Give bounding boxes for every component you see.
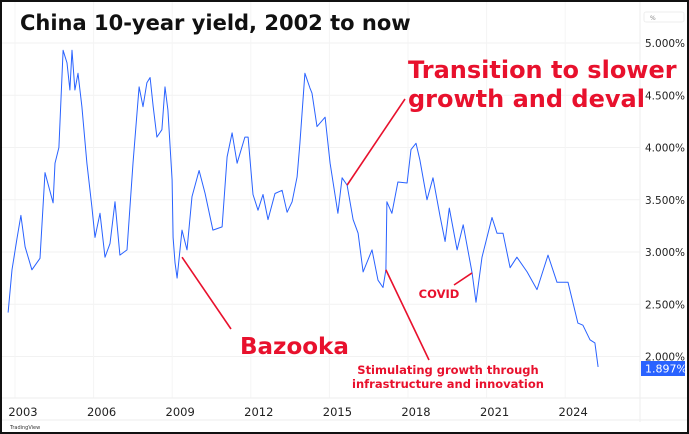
x-axis[interactable]: 2003 2006 2009 2012 2015 2018 2021 2024 [8,405,587,419]
annotation-text: growth and deval [408,85,645,113]
annotation-leader-line [385,269,430,361]
tradingview-logo: TradingView [9,425,40,431]
y-axis[interactable]: 2.000% 2.500% 3.000% 3.500% 4.000% 4.500% 5.00… [645,38,685,364]
x-tick-label: 2003 [8,405,37,419]
gridlines [2,2,640,398]
x-tick-label: 2012 [244,405,273,419]
x-tick-label: 2015 [323,405,352,419]
x-tick-label: 2021 [480,405,509,419]
annotation-leader-line [346,98,406,186]
y-tick-label: 3.500% [645,195,685,207]
y-tick-label: 4.000% [645,143,685,155]
annotation-text: Transition to slower [408,56,677,84]
x-tick-label: 2006 [87,405,116,419]
unit-badge [643,11,685,23]
x-tick-label: 2009 [166,405,195,419]
last-value-badge [641,361,685,376]
annotation-text: Bazooka [240,334,349,360]
annotation-text: Stimulating growth through [357,363,538,377]
y-tick-label: 2.500% [645,299,685,311]
chart-title: China 10-year yield, 2002 to now [20,11,411,35]
annotation-leader-line [453,272,473,286]
x-tick-label: 2018 [401,405,430,419]
y-tick-label: 3.000% [645,247,685,259]
annotation-text: COVID [419,287,460,301]
y-tick-label: 4.500% [645,90,685,102]
x-tick-label: 2024 [559,405,588,419]
annotation-text: infrastructure and innovation [352,377,544,391]
last-value-label: 1.897% [645,363,687,376]
unit-label: % [650,15,656,22]
y-tick-label: 2.000% [645,352,685,364]
annotation-leader-line [181,256,232,330]
y-tick-label: 5.000% [645,38,685,50]
yield-line [7,49,599,367]
